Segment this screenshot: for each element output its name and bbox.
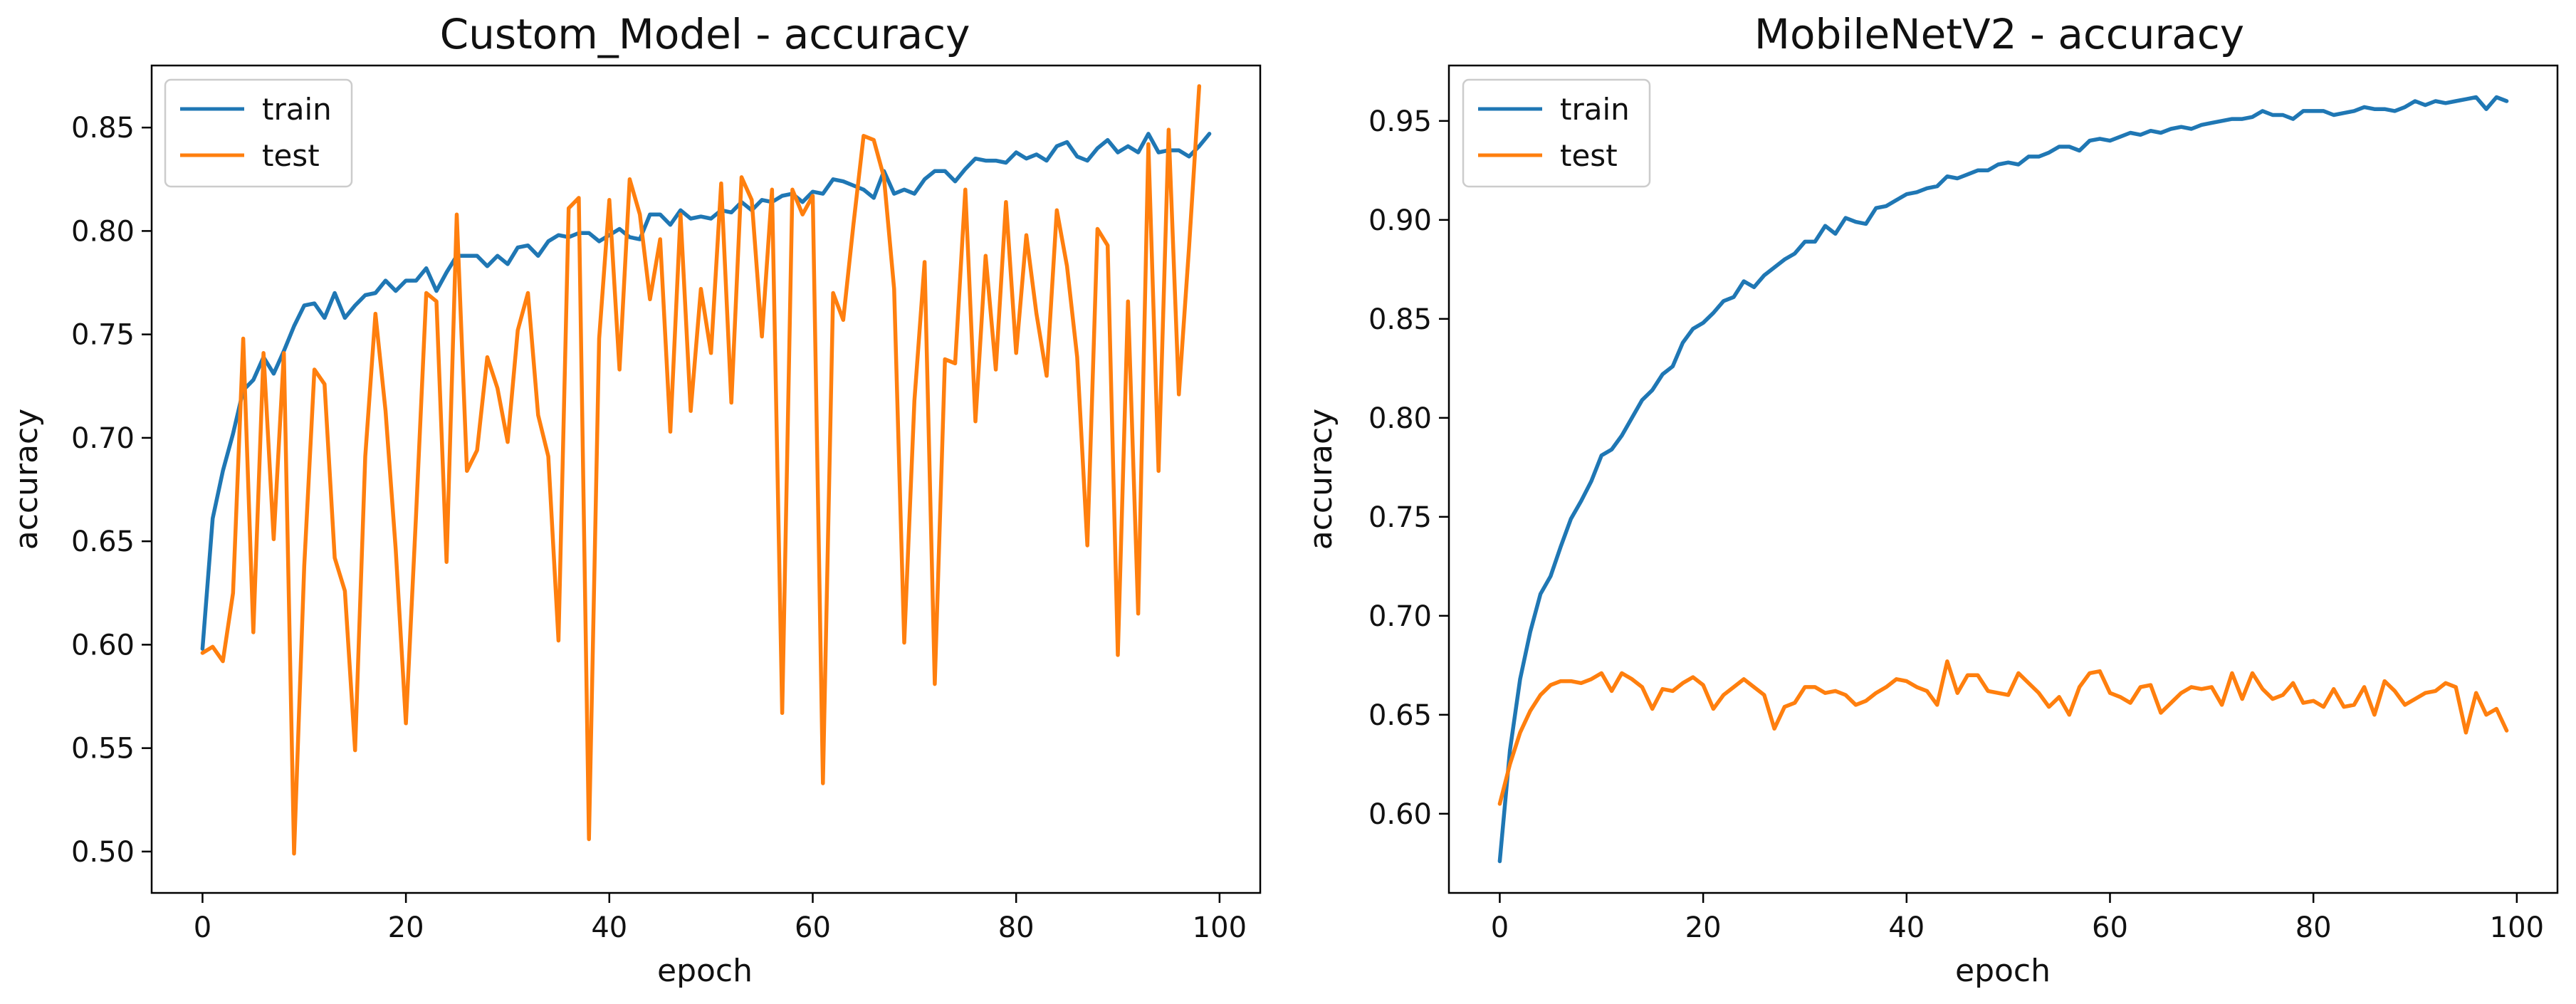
chart-title: Custom_Model - accuracy [440, 10, 970, 58]
y-axis: 0.50 0.55 0.60 0.65 0.70 0.75 0.80 0.85 [71, 112, 152, 869]
series-line-test [1497, 659, 2509, 806]
x-tick-label: 60 [2092, 911, 2128, 944]
series-line-test [200, 84, 1202, 856]
y-tick-label: 0.85 [1368, 303, 1432, 336]
y-tick-label: 0.95 [1368, 105, 1432, 138]
y-tick-label: 0.75 [1368, 501, 1432, 534]
legend-label-test: test [262, 138, 320, 173]
x-tick-label: 40 [1888, 911, 1925, 944]
y-tick-label: 0.65 [71, 525, 135, 558]
y-tick-label: 0.75 [71, 319, 135, 352]
legend: train test [1462, 78, 1651, 188]
x-tick-label: 20 [1685, 911, 1722, 944]
x-tick-label: 100 [1193, 911, 1247, 944]
y-tick-label: 0.80 [1368, 402, 1432, 435]
x-axis-label: epoch [657, 953, 753, 989]
x-tick-label: 40 [591, 911, 627, 944]
y-tick-label: 0.55 [71, 733, 135, 765]
series-layer [1497, 95, 2509, 864]
legend-box [164, 78, 353, 188]
x-axis-label: epoch [1955, 953, 2051, 989]
y-tick-label: 0.90 [1368, 204, 1432, 237]
legend-label-test: test [1560, 138, 1618, 173]
y-axis-label: accuracy [1303, 409, 1339, 550]
x-tick-label: 100 [2490, 911, 2544, 944]
series-line-train [200, 132, 1212, 651]
legend: train test [164, 78, 353, 188]
y-tick-label: 0.65 [1368, 699, 1432, 732]
chart-mobilenetv2: MobileNetV2 - accuracy 0 20 40 60 80 100 0.60… [1303, 10, 2559, 989]
y-tick-label: 0.85 [71, 112, 135, 145]
y-axis-label: accuracy [9, 409, 45, 550]
y-tick-label: 0.80 [71, 215, 135, 248]
x-tick-label: 80 [998, 911, 1035, 944]
y-axis: 0.60 0.65 0.70 0.75 0.80 0.85 0.90 0.95 [1368, 105, 1449, 831]
legend-box [1462, 78, 1651, 188]
x-tick-label: 20 [388, 911, 424, 944]
x-tick-label: 80 [2295, 911, 2332, 944]
y-tick-label: 0.70 [1368, 600, 1432, 633]
series-layer [200, 84, 1212, 856]
x-tick-label: 60 [795, 911, 831, 944]
x-tick-label: 0 [194, 911, 211, 944]
y-tick-label: 0.60 [1368, 798, 1432, 831]
x-axis: 0 20 40 60 80 100 [1491, 893, 2544, 944]
y-tick-label: 0.50 [71, 836, 135, 869]
chart-title: MobileNetV2 - accuracy [1754, 10, 2244, 58]
plot-frame [1447, 64, 2559, 894]
chart-custom-model: Custom_Model - accuracy 0 20 40 60 80 100 0.5… [9, 10, 1262, 989]
legend-label-train: train [262, 92, 332, 127]
x-axis: 0 20 40 60 80 100 [194, 893, 1247, 944]
legend-label-train: train [1560, 92, 1630, 127]
series-line-train [1497, 95, 2509, 864]
x-tick-label: 0 [1491, 911, 1509, 944]
plot-frame [150, 64, 1262, 894]
y-tick-label: 0.60 [71, 629, 135, 662]
y-tick-label: 0.70 [71, 422, 135, 455]
